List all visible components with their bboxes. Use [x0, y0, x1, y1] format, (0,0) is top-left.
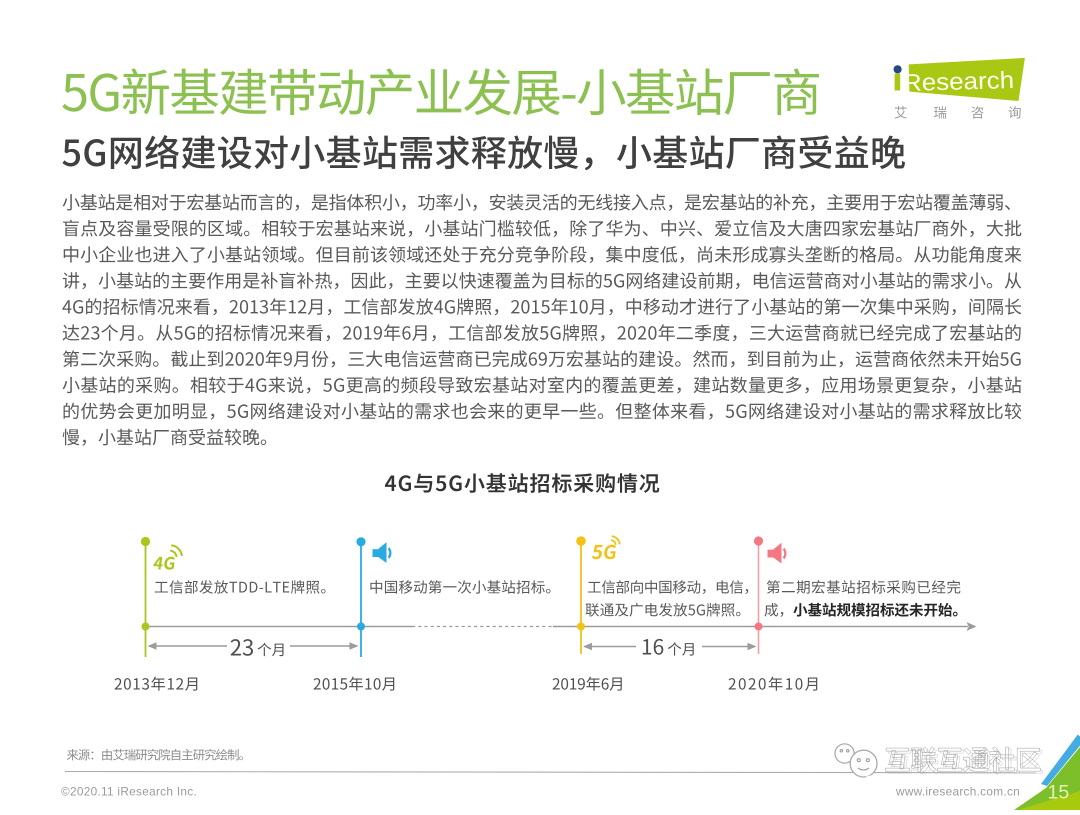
svg-text:15: 15: [1048, 782, 1070, 804]
svg-text:Research: Research: [903, 67, 1015, 97]
svg-text:www.iresearch.com.cn: www.iresearch.com.cn: [895, 785, 1020, 799]
svg-text:©2020.11 iResearch Inc.: ©2020.11 iResearch Inc.: [61, 785, 197, 799]
